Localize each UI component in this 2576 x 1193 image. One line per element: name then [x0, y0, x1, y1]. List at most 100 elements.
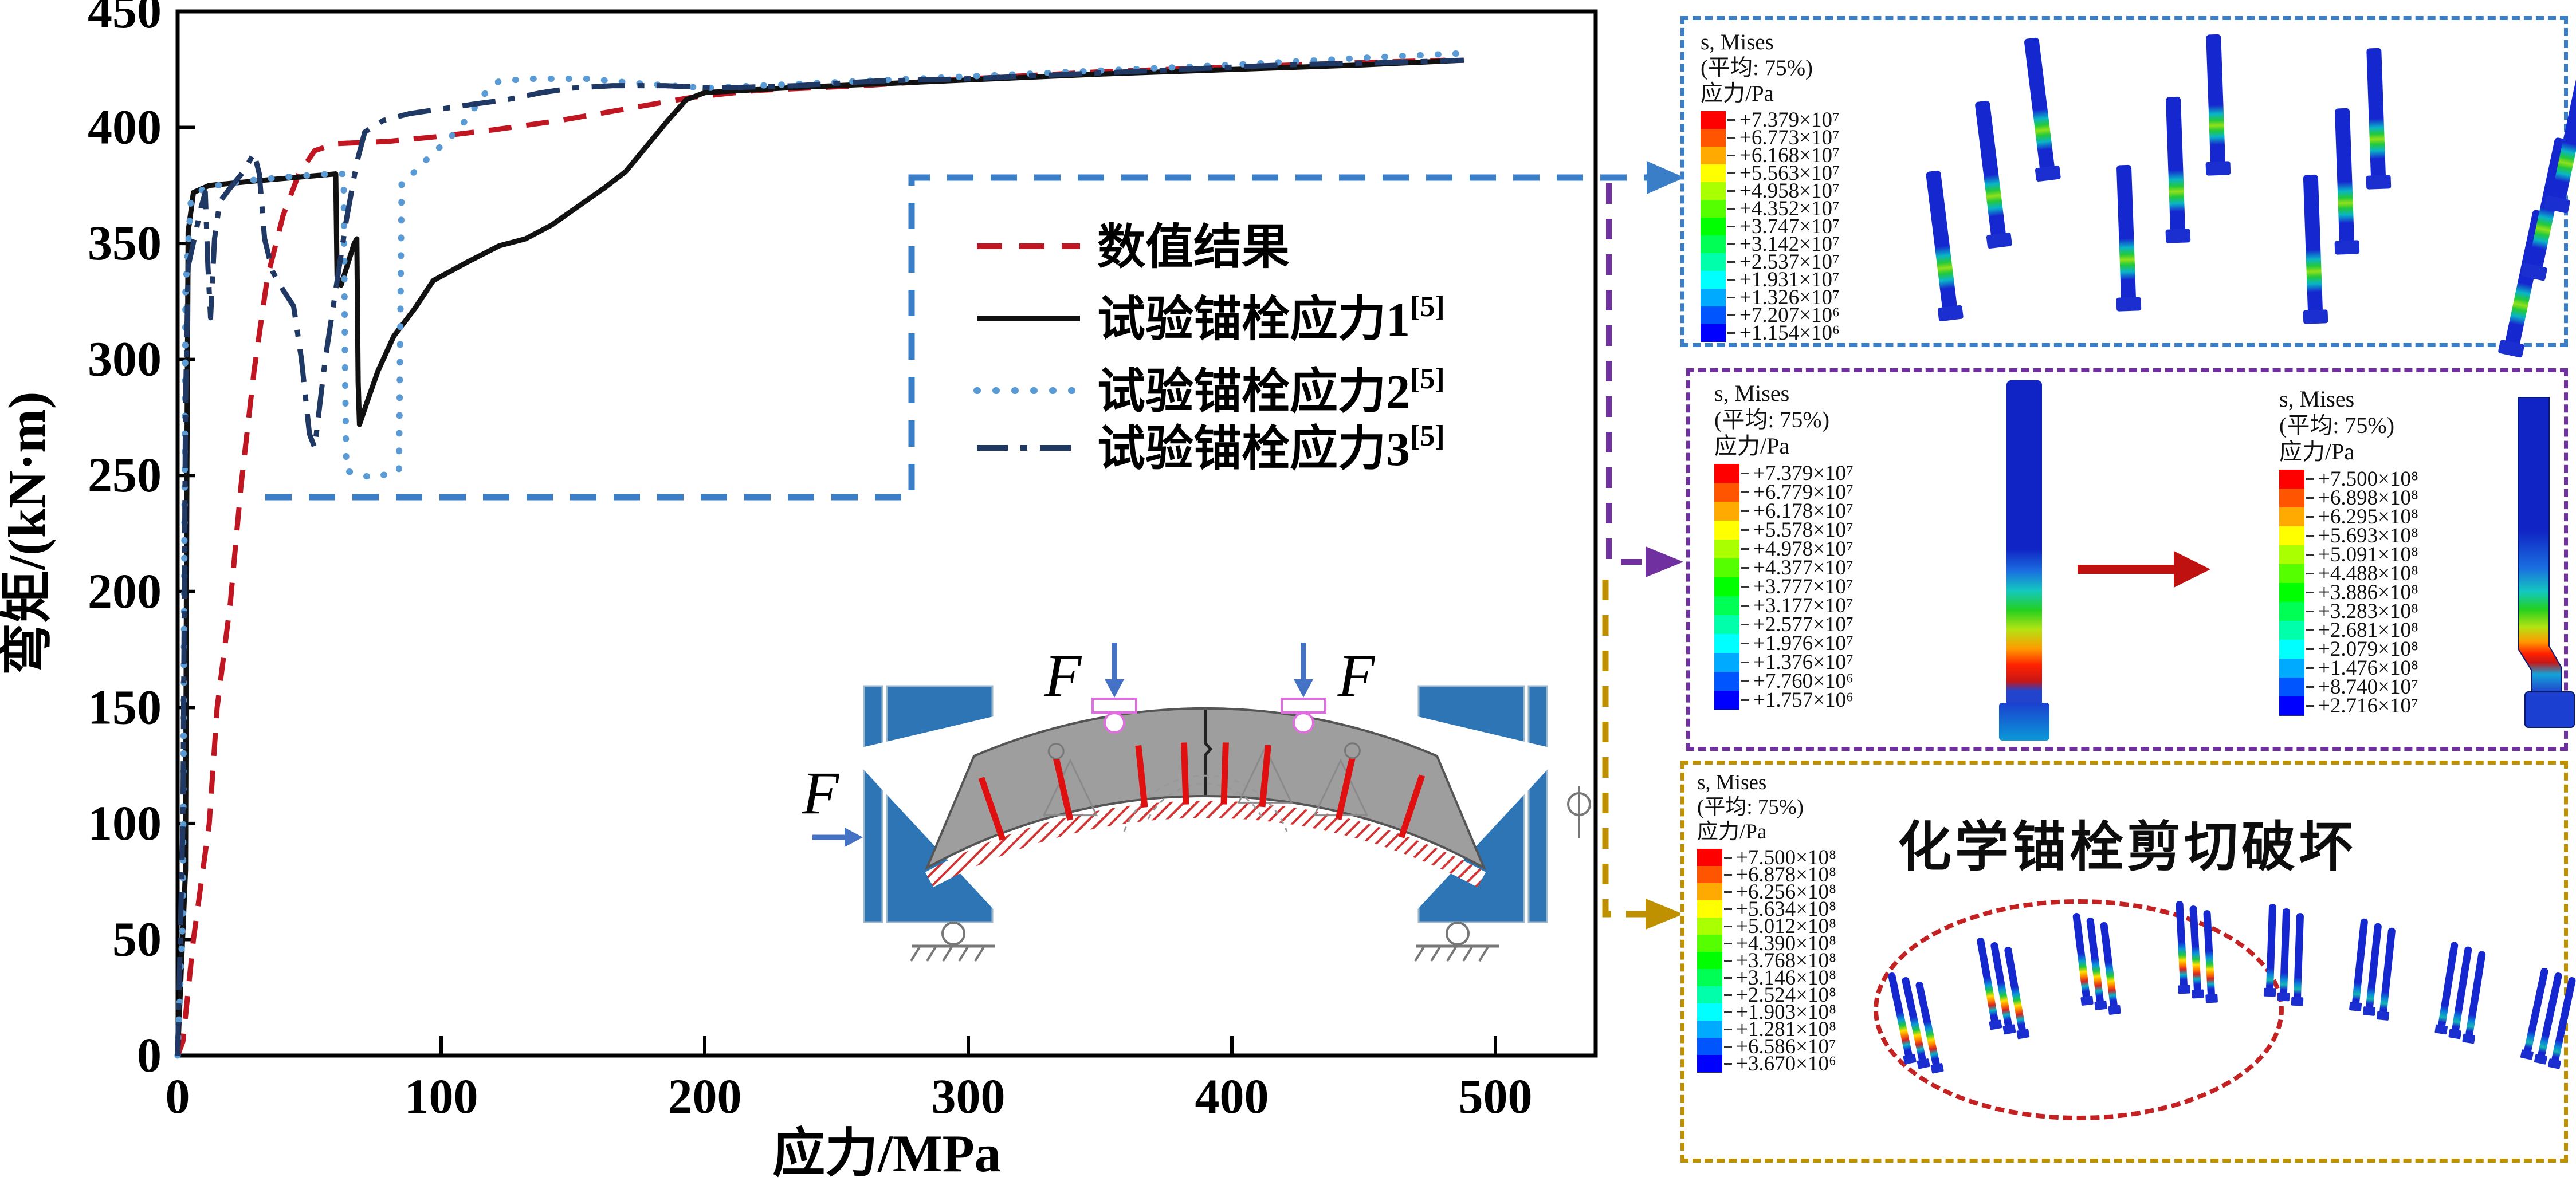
callout-arrow-bottom-icon [1646, 899, 1683, 930]
stress-value-label: +3.768×10⁸ [1736, 948, 1836, 972]
color-swatch [2279, 582, 2304, 603]
mises-legend-row: +1.376×10⁷ [1714, 651, 1854, 674]
mises-legend-row: +5.693×10⁸ [2279, 524, 2418, 548]
color-swatch [1714, 596, 1739, 616]
color-swatch [1701, 288, 1726, 307]
legend-tick [1724, 856, 1732, 859]
fea-anchor-bolt [1925, 170, 1957, 309]
color-swatch [1701, 217, 1726, 236]
legend-tick [1727, 190, 1735, 192]
color-swatch [1697, 1054, 1722, 1073]
anchor-bolt-mark [1180, 742, 1189, 805]
centerline-circle [1567, 792, 1591, 816]
color-swatch [1714, 539, 1739, 559]
color-swatch [1697, 951, 1722, 970]
color-swatch [1701, 164, 1726, 183]
callout-arrow-middle-icon [1646, 546, 1683, 577]
stress-value-label: +7.500×10⁸ [2318, 467, 2418, 491]
color-swatch [1701, 199, 1726, 218]
legend-tick [1741, 699, 1749, 701]
support-roller [1446, 922, 1470, 946]
stress-value-label: +7.379×10⁷ [1739, 108, 1840, 132]
support-hatch [1478, 945, 1490, 962]
stress-value-label: +1.976×10⁷ [1753, 632, 1854, 655]
crown-dashed-arc [1123, 774, 1288, 832]
support-hatch [958, 945, 969, 962]
fea-panel-single-anchor: s, Mises (平均: 75%) 应力/Pa +7.379×10⁷ +6.779… [1686, 368, 2575, 751]
anchor-bolt-mark [1220, 742, 1229, 805]
color-swatch [1697, 968, 1722, 987]
legend-tick [2306, 629, 2314, 631]
stress-value-label: +7.500×10⁸ [1736, 845, 1836, 869]
legend-tick [1727, 314, 1735, 316]
mises-legend-title: s, Mises (平均: 75%) 应力/Pa [2279, 386, 2395, 464]
legend-tick [1741, 662, 1749, 663]
color-swatch [1714, 520, 1739, 540]
mises-legend-row: +6.898×10⁸ [2279, 486, 2418, 510]
color-swatch [1697, 883, 1722, 901]
stress-value-label: +2.577×10⁷ [1753, 613, 1854, 636]
color-swatch [2279, 545, 2304, 565]
callout-arrow-top-icon [1647, 161, 1684, 194]
color-swatch [1701, 324, 1726, 342]
mises-legend-row: +6.256×10⁸ [1697, 880, 1836, 904]
mises-legend-row: +7.760×10⁶ [1714, 670, 1854, 693]
y-tick-label: 250 [88, 447, 162, 502]
support-hatch [1446, 945, 1458, 962]
stress-value-label: +4.978×10⁷ [1753, 537, 1854, 561]
stress-value-label: +7.379×10⁷ [1753, 462, 1854, 485]
color-swatch [1701, 128, 1726, 147]
mises-legend-row: +6.295×10⁸ [2279, 505, 2418, 529]
stress-value-label: +3.142×10⁷ [1739, 233, 1840, 256]
legend-tick [1724, 1045, 1732, 1048]
mises-legend-middle-left: s, Mises (平均: 75%) 应力/Pa +7.379×10⁷ +6.779… [1714, 380, 1854, 712]
fea-anchor-bolt [2266, 903, 2277, 989]
mises-legend-row: +5.012×10⁸ [1697, 915, 1836, 938]
legend-label-1: 数值结果 [1097, 221, 1290, 274]
legend-tick [1724, 891, 1732, 893]
mises-legend-row: +4.352×10⁷ [1701, 197, 1840, 221]
stress-value-label: +1.903×10⁸ [1736, 1000, 1836, 1024]
callout-line-bottom [1602, 580, 1647, 918]
legend-tick [2306, 554, 2314, 556]
fea-anchor-bolt [2165, 96, 2185, 231]
load-arrow-head-icon [1105, 679, 1124, 698]
legend-tick [1724, 1028, 1732, 1030]
y-tick-label: 450 [88, 0, 162, 38]
load-roller [1104, 712, 1125, 734]
force-label: F [802, 759, 840, 826]
transition-arrow-icon [2078, 551, 2212, 588]
stress-value-label: +3.177×10⁷ [1753, 594, 1854, 617]
stress-value-label: +4.488×10⁸ [2318, 562, 2418, 585]
mises-legend-row: +6.779×10⁷ [1714, 481, 1854, 504]
mises-legend-row: +3.283×10⁸ [2279, 600, 2418, 623]
y-tick-label: 150 [88, 679, 162, 734]
x-tick-label: 200 [668, 1069, 742, 1124]
mises-legend-row: +3.670×10⁶ [1697, 1052, 1836, 1076]
y-tick-label: 400 [88, 100, 162, 155]
x-tick-label: 100 [405, 1069, 478, 1124]
color-swatch [2279, 526, 2304, 546]
stress-value-label: +2.716×10⁷ [2318, 694, 2418, 718]
mises-legend-title: s, Mises (平均: 75%) 应力/Pa [1714, 380, 1830, 459]
anchor-bolt-mark [978, 777, 1006, 841]
stress-value-label: +1.757×10⁶ [1753, 688, 1854, 712]
legend-tick [2306, 535, 2314, 537]
color-swatch [1714, 615, 1739, 635]
mises-legend-row: +2.524×10⁸ [1697, 983, 1836, 1007]
fea-panel-shear-failure: s, Mises (平均: 75%) 应力/Pa +7.500×10⁸ +6.878… [1680, 761, 2576, 1163]
y-tick-label: 350 [88, 215, 162, 270]
legend-tick [2306, 478, 2314, 480]
stress-value-label: +4.377×10⁷ [1753, 556, 1854, 580]
fea-anchor-bolt [1974, 100, 2006, 236]
legend-tick [1724, 1062, 1732, 1065]
stress-value-label: +2.524×10⁸ [1736, 983, 1836, 1007]
color-swatch [1701, 182, 1726, 200]
support-hatch [1462, 945, 1474, 962]
color-swatch [1701, 306, 1726, 325]
stress-value-label: +6.586×10⁷ [1736, 1034, 1836, 1058]
color-swatch [2279, 620, 2304, 640]
stress-value-label: +3.283×10⁸ [2318, 600, 2418, 623]
stress-value-label: +2.537×10⁷ [1739, 250, 1840, 274]
mises-legend-row: +6.178×10⁷ [1714, 499, 1854, 523]
